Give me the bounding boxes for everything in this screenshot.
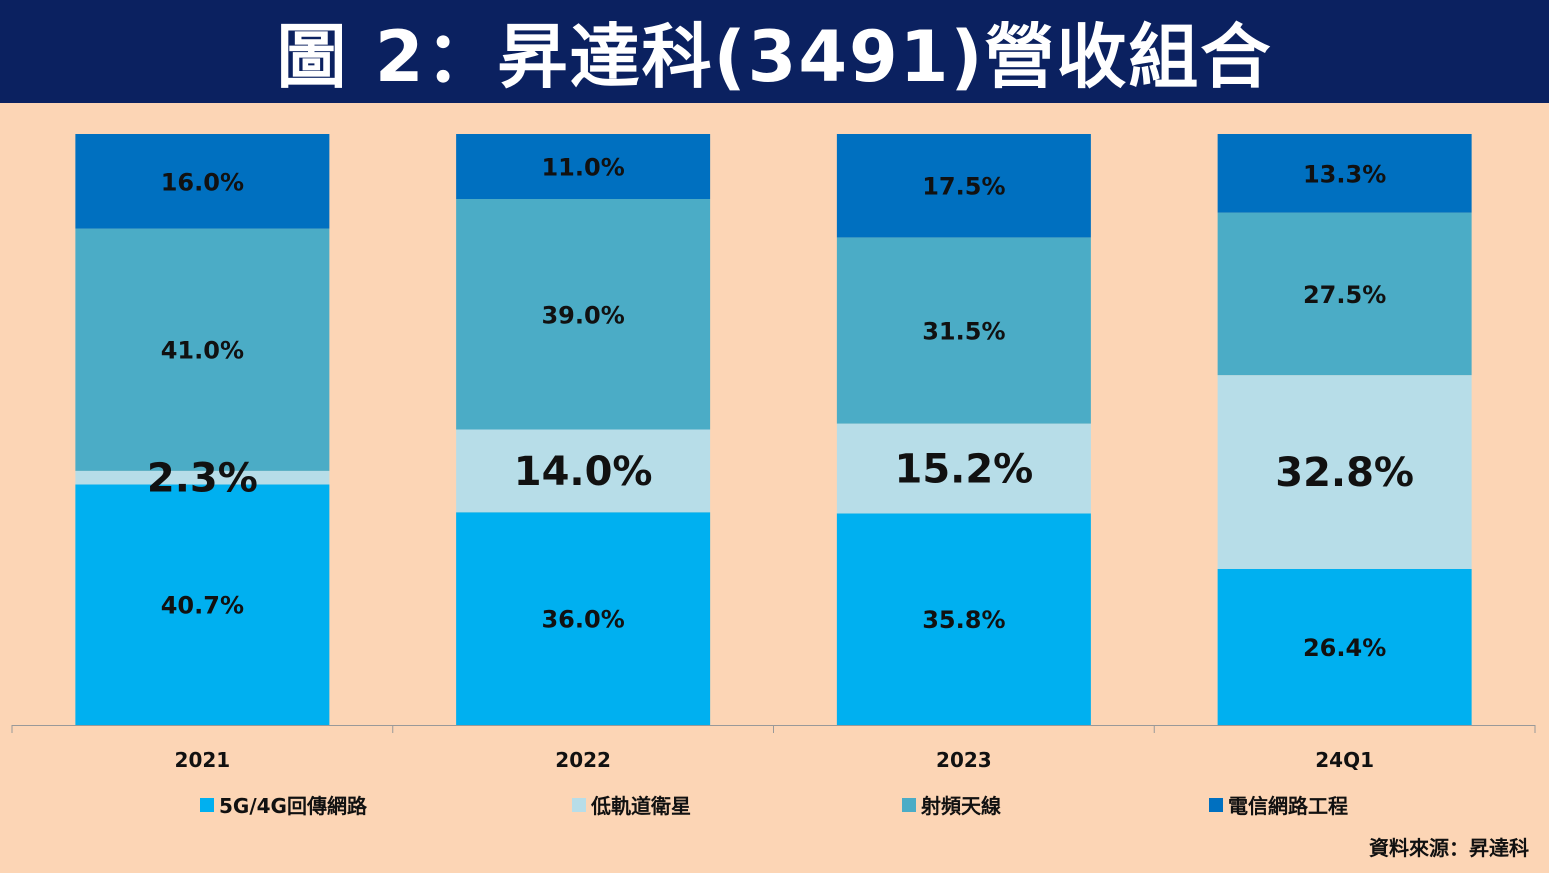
data-label-2021-s1: 2.3% (147, 456, 258, 502)
bar-segment-2023-s2 (836, 237, 1091, 424)
bar-segment-24Q1-s0 (1217, 568, 1472, 725)
bar-segment-2021-s0 (75, 484, 330, 725)
bar-segment-24Q1-s2 (1217, 212, 1472, 376)
title-bar: 圖 2：昇達科(3491)營收組合 (0, 0, 1549, 103)
bar-segment-2022-s0 (456, 512, 711, 725)
x-tick-label-2023: 2023 (936, 748, 992, 772)
data-label-2023-s0: 35.8% (922, 606, 1005, 634)
data-label-24Q1-s2: 27.5% (1303, 281, 1386, 309)
data-label-2022-s3: 11.0% (541, 154, 624, 182)
legend-swatch (200, 797, 214, 812)
legend-label: 低軌道衛星 (591, 794, 691, 818)
source-note: 資料來源：昇達科 (1369, 836, 1529, 860)
bar-segment-2021-s2 (75, 228, 330, 471)
data-label-24Q1-s0: 26.4% (1303, 634, 1386, 662)
legend-item-3: 電信網路工程 (1209, 790, 1348, 819)
legend-item-1: 低軌道衛星 (572, 790, 691, 819)
data-label-2023-s3: 17.5% (922, 173, 1005, 201)
x-tick-label-24Q1: 24Q1 (1315, 748, 1374, 772)
x-tick-label-2021: 2021 (175, 748, 231, 772)
data-label-24Q1-s1: 32.8% (1275, 450, 1414, 496)
data-label-2022-s0: 36.0% (541, 606, 624, 634)
bar-segment-2022-s2 (456, 199, 711, 430)
x-tick-label-2022: 2022 (555, 748, 611, 772)
legend: 5G/4G回傳網路 低軌道衛星 射頻天線 電信網路工程 (0, 790, 1549, 820)
bar-segment-2022-s1 (456, 429, 711, 513)
stacked-bar-chart: 40.7% 2.3% 41.0% 16.0% 36.0% 14.0% 39.0% 11.0% 3… (11, 134, 1536, 772)
bar-segment-2023-s0 (836, 513, 1091, 725)
legend-label: 電信網路工程 (1228, 794, 1348, 818)
legend-item-0: 5G/4G回傳網路 (200, 790, 367, 819)
bar-segment-24Q1-s1 (1217, 375, 1472, 569)
data-label-2023-s2: 31.5% (922, 318, 1005, 346)
bar-segment-2023-s3 (836, 134, 1091, 238)
bar-segment-2023-s1 (836, 423, 1091, 514)
legend-swatch (572, 797, 586, 812)
legend-item-2: 射頻天線 (902, 790, 1001, 819)
chart-title: 圖 2：昇達科(3491)營收組合 (276, 16, 1273, 98)
data-label-2023-s1: 15.2% (894, 447, 1033, 493)
legend-label: 射頻天線 (921, 794, 1001, 818)
bar-segment-2022-s3 (456, 134, 711, 200)
data-label-2021-s0: 40.7% (161, 592, 244, 620)
legend-swatch (902, 797, 916, 812)
bar-segment-24Q1-s3 (1217, 134, 1472, 213)
data-label-2021-s3: 16.0% (161, 168, 244, 196)
data-label-2022-s1: 14.0% (514, 449, 653, 495)
bar-segment-2021-s3 (75, 134, 330, 229)
legend-label: 5G/4G回傳網路 (219, 794, 367, 818)
data-label-2022-s2: 39.0% (541, 301, 624, 329)
data-label-2021-s2: 41.0% (161, 337, 244, 365)
bar-segment-2021-s1 (75, 470, 330, 485)
data-label-24Q1-s3: 13.3% (1303, 160, 1386, 188)
legend-swatch (1209, 797, 1223, 812)
